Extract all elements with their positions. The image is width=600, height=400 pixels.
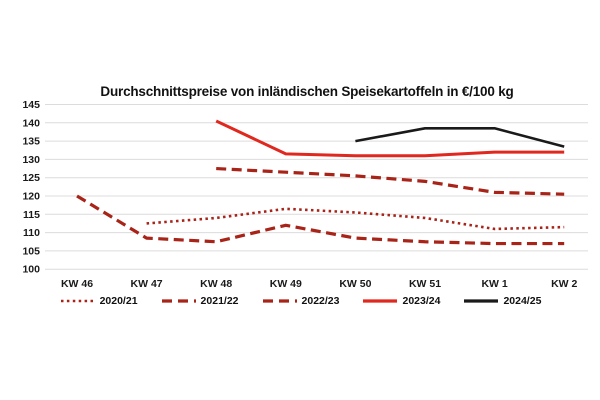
x-tick-label: KW 50 bbox=[339, 278, 371, 290]
legend-label: 2023/24 bbox=[402, 295, 441, 307]
chart-title: Durchschnittspreise von inländischen Spe… bbox=[100, 84, 514, 99]
x-tick-label: KW 47 bbox=[131, 278, 163, 290]
y-tick-label: 115 bbox=[23, 209, 40, 221]
x-tick-label: KW 48 bbox=[200, 278, 232, 290]
x-tick-label: KW 1 bbox=[481, 278, 507, 290]
legend-item-2021-22: 2021/22 bbox=[160, 295, 239, 307]
legend-swatch bbox=[363, 299, 398, 303]
legend-item-2022-23: 2022/23 bbox=[261, 295, 340, 307]
legend-swatch bbox=[262, 299, 297, 303]
y-tick-label: 120 bbox=[22, 191, 40, 203]
legend-label: 2024/25 bbox=[503, 295, 542, 307]
y-tick-label: 125 bbox=[22, 172, 40, 184]
series-line-2020-21 bbox=[146, 207, 565, 231]
y-tick-label: 135 bbox=[22, 136, 40, 148]
y-tick-label: 130 bbox=[22, 154, 40, 166]
series-line-2023-24 bbox=[215, 119, 565, 158]
series-line-2022-23 bbox=[216, 166, 565, 196]
y-tick-label: 100 bbox=[22, 264, 40, 276]
y-tick-label: 145 bbox=[22, 99, 40, 111]
series-line-2021-22 bbox=[76, 194, 565, 246]
y-tick-label: 110 bbox=[23, 227, 40, 239]
chart-legend: 2020/21 2021/22 2022/23 2023/24 2024/25 bbox=[0, 295, 600, 307]
y-tick-label: 105 bbox=[22, 245, 40, 257]
x-tick-label: KW 51 bbox=[409, 278, 441, 290]
series-line-2024-25 bbox=[355, 126, 565, 148]
legend-swatch bbox=[464, 299, 499, 303]
legend-item-2020-21: 2020/21 bbox=[59, 295, 138, 307]
legend-swatch bbox=[60, 299, 95, 303]
legend-label: 2022/23 bbox=[301, 295, 340, 307]
x-tick-label: KW 49 bbox=[270, 278, 302, 290]
legend-item-2024-25: 2024/25 bbox=[462, 295, 541, 307]
y-tick-label: 140 bbox=[22, 117, 40, 129]
x-tick-label: KW 46 bbox=[61, 278, 93, 290]
legend-swatch bbox=[161, 299, 196, 303]
legend-label: 2020/21 bbox=[99, 295, 138, 307]
legend-label: 2021/22 bbox=[200, 295, 239, 307]
x-tick-label: KW 2 bbox=[551, 278, 577, 290]
legend-item-2023-24: 2023/24 bbox=[361, 295, 440, 307]
